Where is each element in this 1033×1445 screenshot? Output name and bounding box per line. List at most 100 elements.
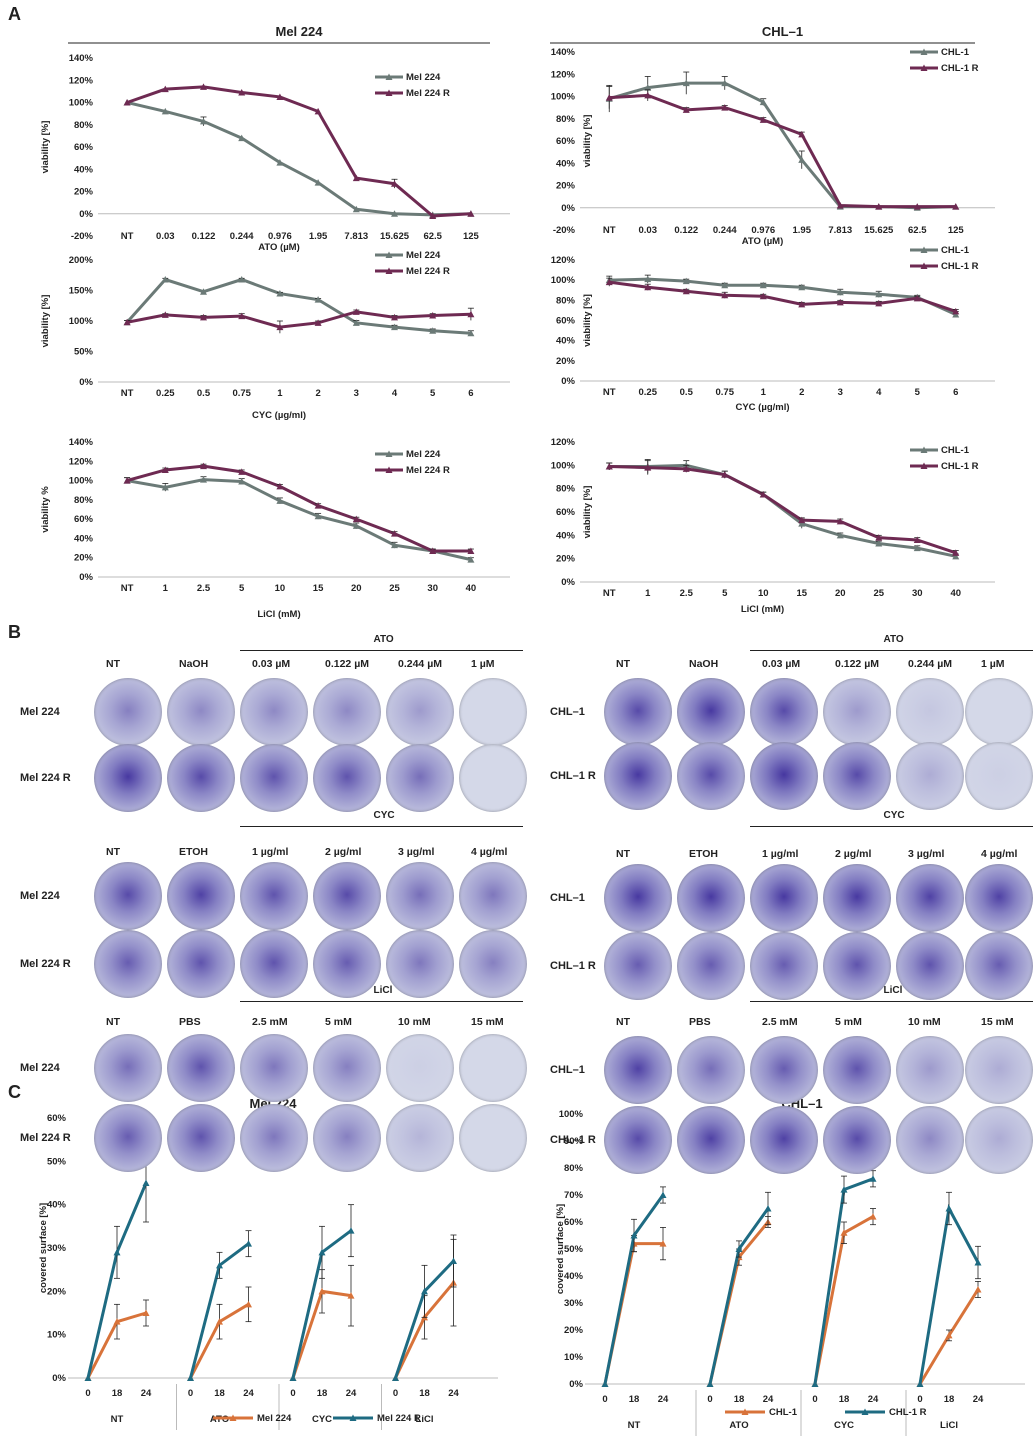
- y-tick-label: 20%: [564, 1325, 584, 1336]
- plate-column-header: 5 mM: [325, 1016, 352, 1028]
- data-point: [314, 107, 322, 115]
- plate-row-label: CHL–1: [550, 706, 585, 718]
- legend-label: CHL-1: [941, 445, 970, 456]
- data-point: [187, 1374, 194, 1381]
- data-point: [682, 287, 690, 295]
- chart-a4: 0% 20% 40% 60% 80% 100% 120% NT 0.25 0.5 0.75 1 2 3 4 5…: [551, 245, 995, 413]
- chart-title: CHL–1: [762, 24, 803, 39]
- x-tick-label: 0: [290, 1388, 295, 1399]
- culture-dish: [313, 678, 381, 746]
- series-line: [609, 280, 957, 313]
- data-point: [875, 299, 883, 307]
- data-point: [238, 276, 246, 283]
- data-point: [238, 134, 246, 142]
- data-point: [759, 98, 767, 106]
- x-tick-label: 1.95: [793, 225, 812, 236]
- data-point: [450, 1257, 457, 1264]
- x-tick-label: NT: [603, 387, 616, 398]
- series-line: [126, 478, 472, 562]
- data-point: [875, 290, 883, 298]
- y-axis-label: covered surface [%]: [38, 1203, 49, 1293]
- data-point: [392, 1374, 399, 1381]
- data-point: [391, 180, 398, 187]
- y-tick-label: 120%: [551, 69, 576, 80]
- data-point: [216, 1318, 223, 1325]
- y-tick-label: 100%: [69, 316, 94, 327]
- culture-dish: [240, 1034, 308, 1102]
- data-point: [869, 1213, 877, 1220]
- culture-dish: [750, 1106, 818, 1174]
- plate-column-header: NaOH: [179, 658, 209, 670]
- culture-dish: [240, 678, 308, 746]
- data-point: [245, 1240, 252, 1247]
- data-point: [123, 318, 131, 326]
- culture-dish: [896, 932, 964, 1000]
- plate-group-rule: [750, 1001, 1033, 1002]
- y-tick-label: 0%: [79, 377, 93, 388]
- data-point: [467, 329, 475, 337]
- plate-column-header: NT: [616, 1016, 630, 1028]
- legend-label: CHL-1 R: [889, 1407, 927, 1418]
- y-tick-label: 100%: [69, 476, 94, 487]
- plate-group-label: ATO: [373, 634, 394, 645]
- group-label: ATO: [729, 1420, 748, 1431]
- data-point: [161, 466, 169, 473]
- y-tick-label: 20%: [47, 1286, 67, 1297]
- x-tick-label: 24: [973, 1394, 984, 1405]
- legend-label: CHL-1 R: [941, 461, 979, 472]
- data-point: [798, 130, 806, 138]
- y-tick-label: 60%: [74, 514, 94, 525]
- data-point: [913, 536, 921, 543]
- x-tick-label: 1: [761, 387, 767, 398]
- culture-dish: [313, 1034, 381, 1102]
- data-point: [113, 1318, 121, 1325]
- x-tick-label: 0: [393, 1388, 398, 1399]
- x-axis-label: ATO (µM): [742, 236, 784, 247]
- data-point: [314, 502, 322, 509]
- x-tick-label: 1: [277, 388, 283, 399]
- data-point: [318, 1248, 326, 1256]
- culture-dish: [823, 1106, 891, 1174]
- culture-dish: [896, 678, 964, 746]
- culture-dish: [823, 864, 891, 932]
- culture-dish: [604, 1036, 672, 1104]
- plate-group-label: LiCl: [883, 985, 903, 996]
- data-point: [200, 476, 207, 483]
- x-tick-label: 62.5: [423, 231, 442, 242]
- culture-dish: [965, 742, 1033, 810]
- culture-dish: [604, 678, 672, 746]
- culture-dish: [823, 742, 891, 810]
- x-tick-label: 3: [838, 387, 843, 398]
- x-tick-label: 2: [799, 387, 804, 398]
- x-tick-label: 0.122: [674, 225, 698, 236]
- culture-dish: [965, 864, 1033, 932]
- data-point: [352, 308, 360, 315]
- culture-dish: [459, 1104, 527, 1172]
- y-tick-label: 40%: [74, 164, 94, 175]
- series-line: [86, 1182, 148, 1379]
- plate-column-header: 1 µM: [471, 658, 495, 670]
- data-point: [721, 291, 729, 299]
- culture-dish: [240, 862, 308, 930]
- y-tick-label: 200%: [69, 255, 94, 266]
- culture-dish: [94, 744, 162, 812]
- culture-dish: [386, 1104, 454, 1172]
- plate-group-rule: [750, 650, 1033, 651]
- culture-dish: [167, 1104, 235, 1172]
- panel-letter-b: B: [8, 622, 21, 642]
- y-tick-label: 0%: [561, 376, 575, 387]
- y-tick-label: 70%: [564, 1190, 584, 1201]
- data-point: [238, 478, 246, 485]
- data-point: [644, 275, 652, 283]
- culture-dish: [965, 1106, 1033, 1174]
- culture-dish: [240, 930, 308, 998]
- panel-letter-c: C: [8, 1082, 21, 1102]
- data-point: [759, 116, 767, 123]
- data-point: [836, 202, 844, 209]
- data-point: [200, 117, 207, 125]
- x-tick-label: 0: [707, 1394, 712, 1405]
- plate-column-header: 0.122 µM: [325, 658, 369, 670]
- x-tick-label: 40: [950, 588, 961, 599]
- culture-dish: [459, 744, 527, 812]
- x-tick-label: 62.5: [908, 225, 927, 236]
